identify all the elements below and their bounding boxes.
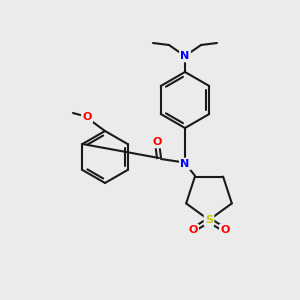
Text: O: O <box>152 137 162 147</box>
Text: O: O <box>188 225 198 235</box>
Text: O: O <box>82 112 92 122</box>
Text: N: N <box>180 51 190 61</box>
Text: O: O <box>220 225 230 235</box>
Text: N: N <box>180 159 190 169</box>
Text: S: S <box>205 215 213 225</box>
